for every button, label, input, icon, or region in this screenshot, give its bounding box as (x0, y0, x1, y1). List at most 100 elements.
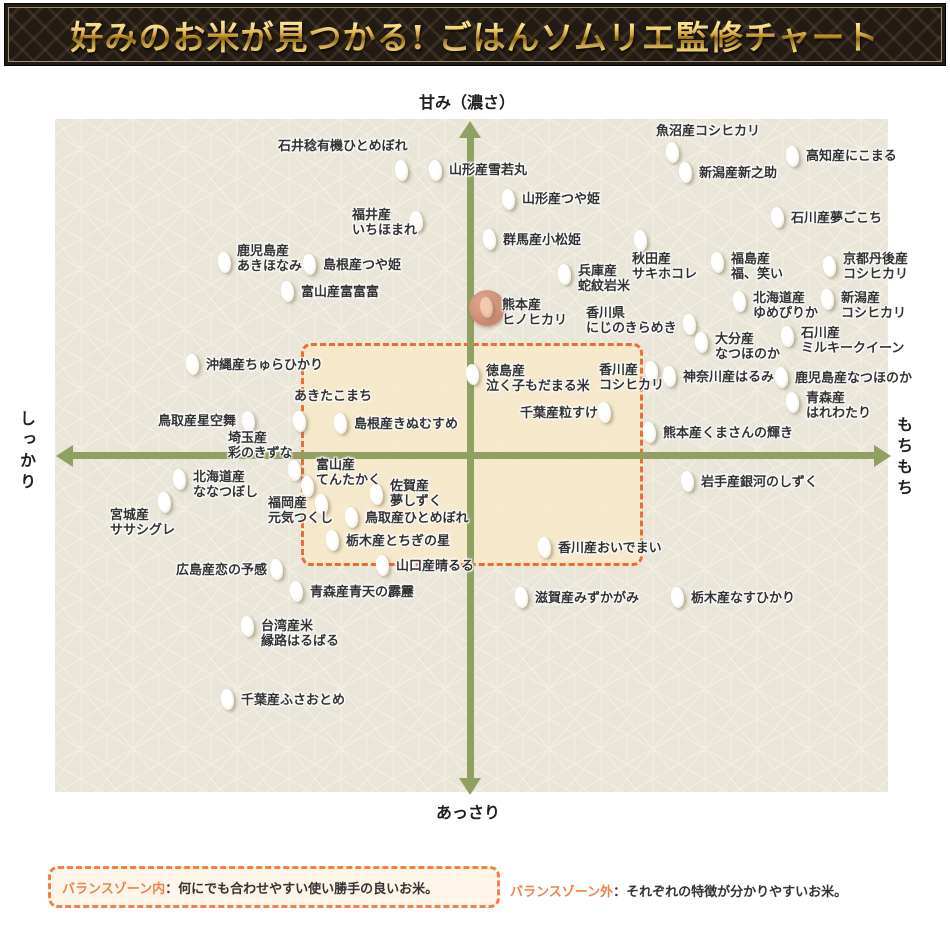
rice-variety-label: 北海道産 ななつぼし (193, 470, 259, 500)
rice-variety-label: 滋賀産みずかがみ (535, 591, 640, 606)
title-banner-frame: 好みのお米が見つかる! ごはんソムリエ監修チャート (8, 7, 942, 62)
title-banner: 好みのお米が見つかる! ごはんソムリエ監修チャート (4, 3, 946, 66)
rice-variety-label: 島根産つや姫 (323, 258, 402, 273)
rice-grain-icon (368, 483, 385, 506)
rice-grain-icon (393, 159, 410, 182)
rice-variety-label: 埼玉産 彩のきずな (228, 431, 293, 461)
rice-variety-label: 大分産 なつほのか (715, 332, 781, 362)
rice-variety-label: 富山産 てんたかく (316, 458, 382, 488)
rice-variety-label: 鳥取産ひとめぼれ (365, 511, 469, 526)
rice-variety-label: 千葉産粒すけ (520, 406, 599, 421)
rice-variety-label: 神奈川産はるみ (683, 370, 775, 385)
rice-variety-label: 鹿児島産 あきほなみ (237, 244, 303, 274)
legend-outside-label: バランスゾーン外 (510, 885, 614, 900)
rice-variety-label: 高知産にこまる (806, 149, 897, 164)
rice-grain-icon (536, 536, 553, 559)
rice-grain-icon (324, 529, 341, 552)
rice-variety-label: 香川産おいでまい (558, 541, 662, 556)
legend-inside-balance-zone: バランスゾーン内 ：何にでも合わせやすい使い勝手の良いお米。 (48, 866, 500, 908)
rice-variety-label: 栃木産なすひかり (691, 591, 796, 606)
rice-grain-icon (677, 161, 694, 184)
rice-variety-label: 新潟産新之助 (699, 166, 778, 181)
rice-variety-label: 鳥取産星空舞 (158, 414, 237, 429)
rice-variety-label: 石井稔有機ひとめぼれ (278, 139, 408, 154)
rice-grain-icon (693, 331, 710, 354)
rice-variety-label: 北海道産 ゆめぴりか (753, 291, 819, 321)
rice-variety-label: 新潟産 コシヒカリ (841, 291, 907, 321)
rice-variety-label: 石川産夢ごこち (791, 211, 883, 226)
rice-grain-icon (819, 288, 836, 311)
rice-variety-label: 山形産つや姫 (522, 192, 601, 207)
rice-variety-label: 福岡産 元気つくし (268, 496, 334, 526)
rice-variety-label: 山口産晴るる (396, 559, 475, 574)
rice-grain-icon (268, 558, 285, 581)
rice-variety-label: 熊本産くまさんの輝き (663, 426, 794, 441)
rice-grain-icon (374, 554, 391, 577)
rice-grain-icon (343, 506, 360, 529)
rice-variety-label: 青森産 はれわたり (806, 391, 872, 421)
rice-grain-icon (464, 363, 481, 386)
rice-grain-icon (500, 188, 517, 211)
rice-variety-label: あきたこまち (294, 389, 373, 404)
rice-variety-label: 佐賀産 夢しずく (390, 479, 442, 509)
rice-variety-label: 香川産 コシヒカリ (599, 363, 665, 393)
rice-variety-label: 鹿児島産なつほのか (795, 371, 913, 386)
rice-grain-icon (731, 290, 748, 313)
rice-variety-label: 魚沼産コシヒカリ (656, 124, 761, 139)
rice-grain-icon (679, 470, 696, 493)
rice-grain-icon (784, 145, 801, 168)
rice-grain-icon (513, 586, 530, 609)
rice-variety-label: 兵庫産 蛇紋岩米 (578, 264, 631, 294)
rice-grain-icon (769, 206, 786, 229)
rice-variety-label: 秋田産 サキホコレ (632, 252, 698, 282)
rice-variety-label: 香川県 にじのきらめき (586, 306, 677, 336)
rice-variety-label: 台湾産米 縁路はるばる (261, 619, 340, 649)
rice-grain-icon (427, 159, 444, 182)
rice-grain-icon (596, 401, 613, 424)
rice-grain-icon (709, 251, 726, 274)
rice-grain-icon (240, 410, 257, 433)
rice-grain-icon (279, 280, 296, 303)
rice-grain-icon (286, 459, 303, 482)
legend-inside-desc: ：何にでも合わせやすい使い勝手の良いお米。 (165, 881, 439, 897)
axis-label-right: もちもち (894, 416, 913, 500)
axis-label-top: 甘み（濃さ） (419, 93, 516, 112)
rice-grain-icon (773, 366, 790, 389)
rice-variety-label: 宮城産 ササシグレ (110, 508, 176, 538)
page-title: 好みのお米が見つかる! ごはんソムリエ監修チャート (71, 11, 880, 59)
rice-grain-icon (632, 229, 649, 252)
legend-outside-balance-zone: バランスゾーン外：それぞれの特徴が分かりやすいお米。 (510, 881, 847, 900)
rice-grain-icon (239, 615, 256, 638)
axis-label-left: しっかり (17, 410, 36, 494)
rice-variety-label: 山形産雪若丸 (449, 163, 528, 178)
rice-grain-icon (216, 251, 233, 274)
horizontal-axis-line (70, 452, 878, 459)
rice-variety-label: 富山産富富富 (301, 285, 380, 300)
rice-grain-icon (664, 141, 681, 164)
rice-variety-label: 福井産 いちほまれ (352, 208, 418, 238)
rice-grain-icon (288, 580, 305, 603)
rice-variety-label: 島根産きぬむすめ (354, 417, 459, 432)
rice-grain-icon (291, 410, 308, 433)
rice-variety-label: 熊本産 ヒノヒカリ (502, 298, 568, 328)
axis-arrow-right-icon (874, 445, 891, 467)
axis-label-bottom: あっさり (436, 803, 501, 822)
rice-grain-icon (641, 421, 658, 444)
rice-variety-label: 京都丹後産 コシヒカリ (843, 252, 909, 282)
legend-outside-desc: ：それぞれの特徴が分かりやすいお米。 (613, 885, 848, 900)
rice-variety-label: 栃木産とちぎの星 (346, 534, 451, 549)
rice-variety-label: 青森産青天の霹靂 (310, 585, 415, 600)
rice-grain-icon (779, 325, 796, 348)
rice-grain-icon (299, 475, 316, 498)
rice-grain-icon (556, 263, 573, 286)
rice-grain-icon (784, 391, 801, 414)
rice-grain-icon (301, 253, 318, 276)
rice-grain-icon (171, 468, 188, 491)
rice-grain-icon (332, 412, 349, 435)
rice-grain-icon (669, 586, 686, 609)
rice-grain-icon (481, 228, 498, 251)
rice-variety-label: 石川産 ミルキークイーン (801, 326, 905, 356)
axis-arrow-down-icon (459, 778, 481, 795)
axis-arrow-left-icon (56, 445, 73, 467)
axis-arrow-up-icon (459, 121, 481, 138)
